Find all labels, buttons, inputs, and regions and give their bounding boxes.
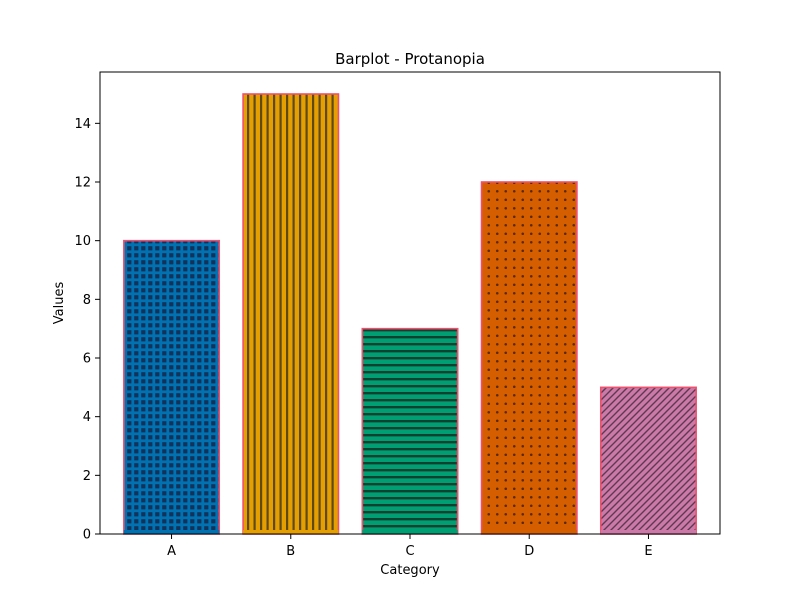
bar-base-a (123, 530, 220, 534)
chart-title: Barplot - Protanopia (335, 50, 485, 68)
y-tick-label: 14 (74, 117, 91, 132)
bar-base-b (243, 530, 339, 534)
bar-e (599, 386, 697, 535)
x-tick-label: B (286, 544, 295, 559)
bar-a (123, 239, 221, 535)
y-tick-label: 10 (74, 234, 91, 249)
y-axis: 0 2 4 6 8 10 12 14 (74, 117, 100, 543)
y-tick-label: 4 (83, 410, 91, 425)
bar-base-c (362, 530, 458, 534)
x-tick-label: E (644, 544, 652, 559)
bar-d (480, 181, 578, 535)
bars-group (123, 93, 697, 535)
x-tick-label: A (167, 544, 176, 559)
bar-c (361, 327, 459, 535)
y-tick-label: 0 (83, 528, 91, 543)
x-axis: A B C D E (167, 534, 653, 559)
x-tick-label: D (524, 544, 534, 559)
bar-b (242, 93, 340, 535)
y-tick-label: 2 (83, 469, 91, 484)
y-tick-label: 12 (74, 176, 91, 191)
bar-base-e (600, 530, 697, 534)
x-axis-label: Category (380, 563, 440, 578)
x-tick-label: C (405, 544, 414, 559)
bar-base-d (481, 530, 577, 534)
y-tick-label: 6 (83, 352, 91, 367)
plot-frame (99, 71, 721, 535)
y-tick-label: 8 (83, 293, 91, 308)
y-axis-label: Values (52, 282, 67, 325)
